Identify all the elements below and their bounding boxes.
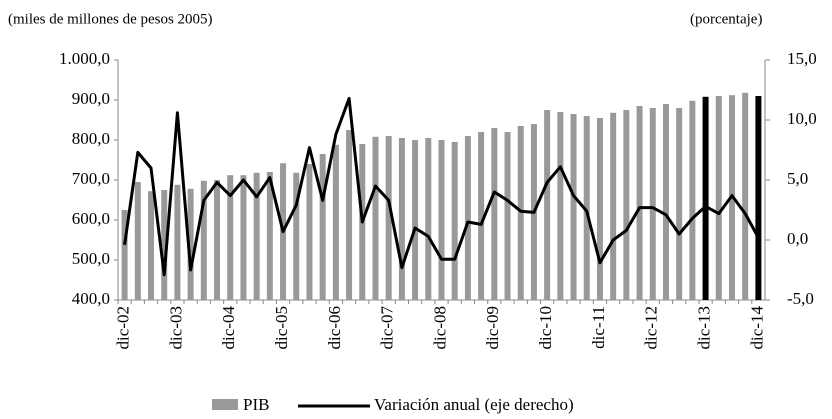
y2-tick-label: 10,0: [787, 109, 817, 128]
bar: [121, 210, 128, 300]
bar: [372, 136, 379, 300]
bar: [451, 142, 458, 300]
x-tick-label: dic-03: [166, 306, 185, 349]
bar: [715, 96, 722, 300]
bar: [148, 191, 155, 300]
y-tick-label: 1.000,0: [59, 49, 110, 68]
bar: [200, 180, 207, 300]
bar: [517, 126, 524, 300]
y-tick-label: 800,0: [72, 129, 110, 148]
bar: [583, 116, 590, 300]
x-tick-label: dic-05: [272, 306, 291, 349]
legend-label: PIB: [243, 395, 269, 414]
legend-swatch: [212, 399, 238, 410]
x-tick-label: dic-14: [747, 306, 766, 350]
bar: [266, 172, 273, 300]
bar: [610, 112, 617, 300]
y-tick-label: 600,0: [72, 209, 110, 228]
bar: [464, 136, 471, 300]
right-axis-label: (porcentaje): [690, 11, 762, 27]
y-tick-label: 700,0: [72, 169, 110, 188]
x-tick-label: dic-08: [430, 306, 449, 349]
bar: [689, 100, 696, 300]
bar: [332, 144, 339, 300]
bar: [134, 182, 141, 300]
bar: [491, 128, 498, 300]
bar: [570, 114, 577, 300]
bar: [385, 136, 392, 300]
y2-tick-label: 15,0: [787, 49, 817, 68]
bar: [412, 140, 419, 300]
line: [123, 96, 760, 277]
bar: [504, 132, 511, 300]
bar: [478, 132, 485, 300]
bar: [438, 140, 445, 300]
legend-label: Variación anual (eje derecho): [374, 395, 574, 414]
bar: [346, 130, 353, 300]
bar: [174, 184, 181, 300]
bar: [306, 164, 313, 300]
left-axis-label: (miles de millones de pesos 2005): [8, 11, 213, 27]
bar: [227, 175, 234, 300]
x-tick-label: dic-07: [378, 306, 397, 350]
bar: [187, 188, 194, 300]
bar: [755, 96, 762, 300]
x-tick-label: dic-06: [325, 306, 344, 349]
x-tick-label: dic-10: [536, 306, 555, 349]
bar: [293, 172, 300, 300]
y2-tick-label: 0,0: [787, 229, 808, 248]
x-tick-label: dic-13: [694, 306, 713, 349]
bar: [161, 190, 168, 300]
bar: [676, 108, 683, 300]
y2-tick-label: -5,0: [787, 289, 814, 308]
bar: [636, 106, 643, 300]
bar: [596, 118, 603, 300]
bar: [240, 175, 247, 300]
bar: [253, 172, 260, 300]
x-tick-label: dic-11: [589, 306, 608, 349]
bar: [398, 138, 405, 300]
bar: [623, 110, 630, 300]
bar: [662, 104, 669, 300]
bar: [649, 108, 656, 300]
y-tick-label: 900,0: [72, 89, 110, 108]
x-tick-label: dic-09: [483, 306, 502, 349]
y-tick-label: 400,0: [72, 289, 110, 308]
bar: [425, 138, 432, 300]
bar: [544, 110, 551, 300]
y2-tick-label: 5,0: [787, 169, 808, 188]
bar: [214, 180, 221, 300]
bar: [742, 92, 749, 300]
bar: [319, 154, 326, 300]
x-tick-label: dic-12: [642, 306, 661, 349]
x-tick-label: dic-02: [114, 306, 133, 349]
x-tick-label: dic-04: [219, 306, 238, 350]
bar: [557, 112, 564, 300]
bar: [702, 96, 709, 300]
y-tick-label: 500,0: [72, 249, 110, 268]
